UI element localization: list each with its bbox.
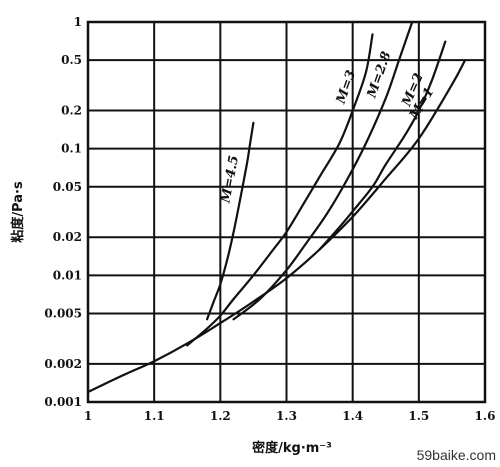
x-tick-label: 1.4 [342,409,363,423]
x-tick-label: 1 [84,409,92,423]
x-tick-label: 1.5 [408,409,429,423]
plot-frame [86,20,487,404]
y-axis-title: 粘度/Pa·s [10,181,26,244]
y-tick-label: 0.01 [53,268,82,282]
y-tick-label: 0.005 [44,306,82,320]
y-tick-label: 0.05 [53,180,82,194]
x-tick-label: 1.3 [276,409,297,423]
watermark-text: 59baike.com [417,447,496,463]
curve-label: M=4.5 [218,154,242,205]
series-line-m-3 [186,33,374,347]
y-tick-label: 0.002 [44,357,82,371]
y-tick-label: 1 [74,15,82,29]
series-line-m-4-5 [206,121,255,321]
curve-labels: M=4.5M=3 M=2.8 M=2M=1 [218,50,437,205]
y-tick-label: 0.5 [61,53,82,67]
x-tick-label: 1.1 [144,409,165,423]
y-tick-label: 0.001 [44,395,82,409]
y-tick-label: 0.02 [53,230,82,244]
x-tick-label: 1.6 [475,409,496,423]
y-tick-labels: 0.001 0.002 0.005 0.01 0.02 0.05 0.1 0.2 0.5 1 [44,15,82,409]
x-tick-labels: 1 1.1 1.2 1.3 1.4 1.5 1.6 [84,409,496,423]
series-line-m-2-8 [232,20,414,321]
series-line-m-2 [318,40,447,251]
series-line-m-1 [86,59,467,394]
x-axis-title: 密度/kg·m⁻³ [251,440,332,456]
x-tick-label: 1.2 [210,409,231,423]
y-tick-label: 0.2 [61,104,82,118]
y-tick-label: 0.1 [61,142,82,156]
curves [86,20,467,394]
